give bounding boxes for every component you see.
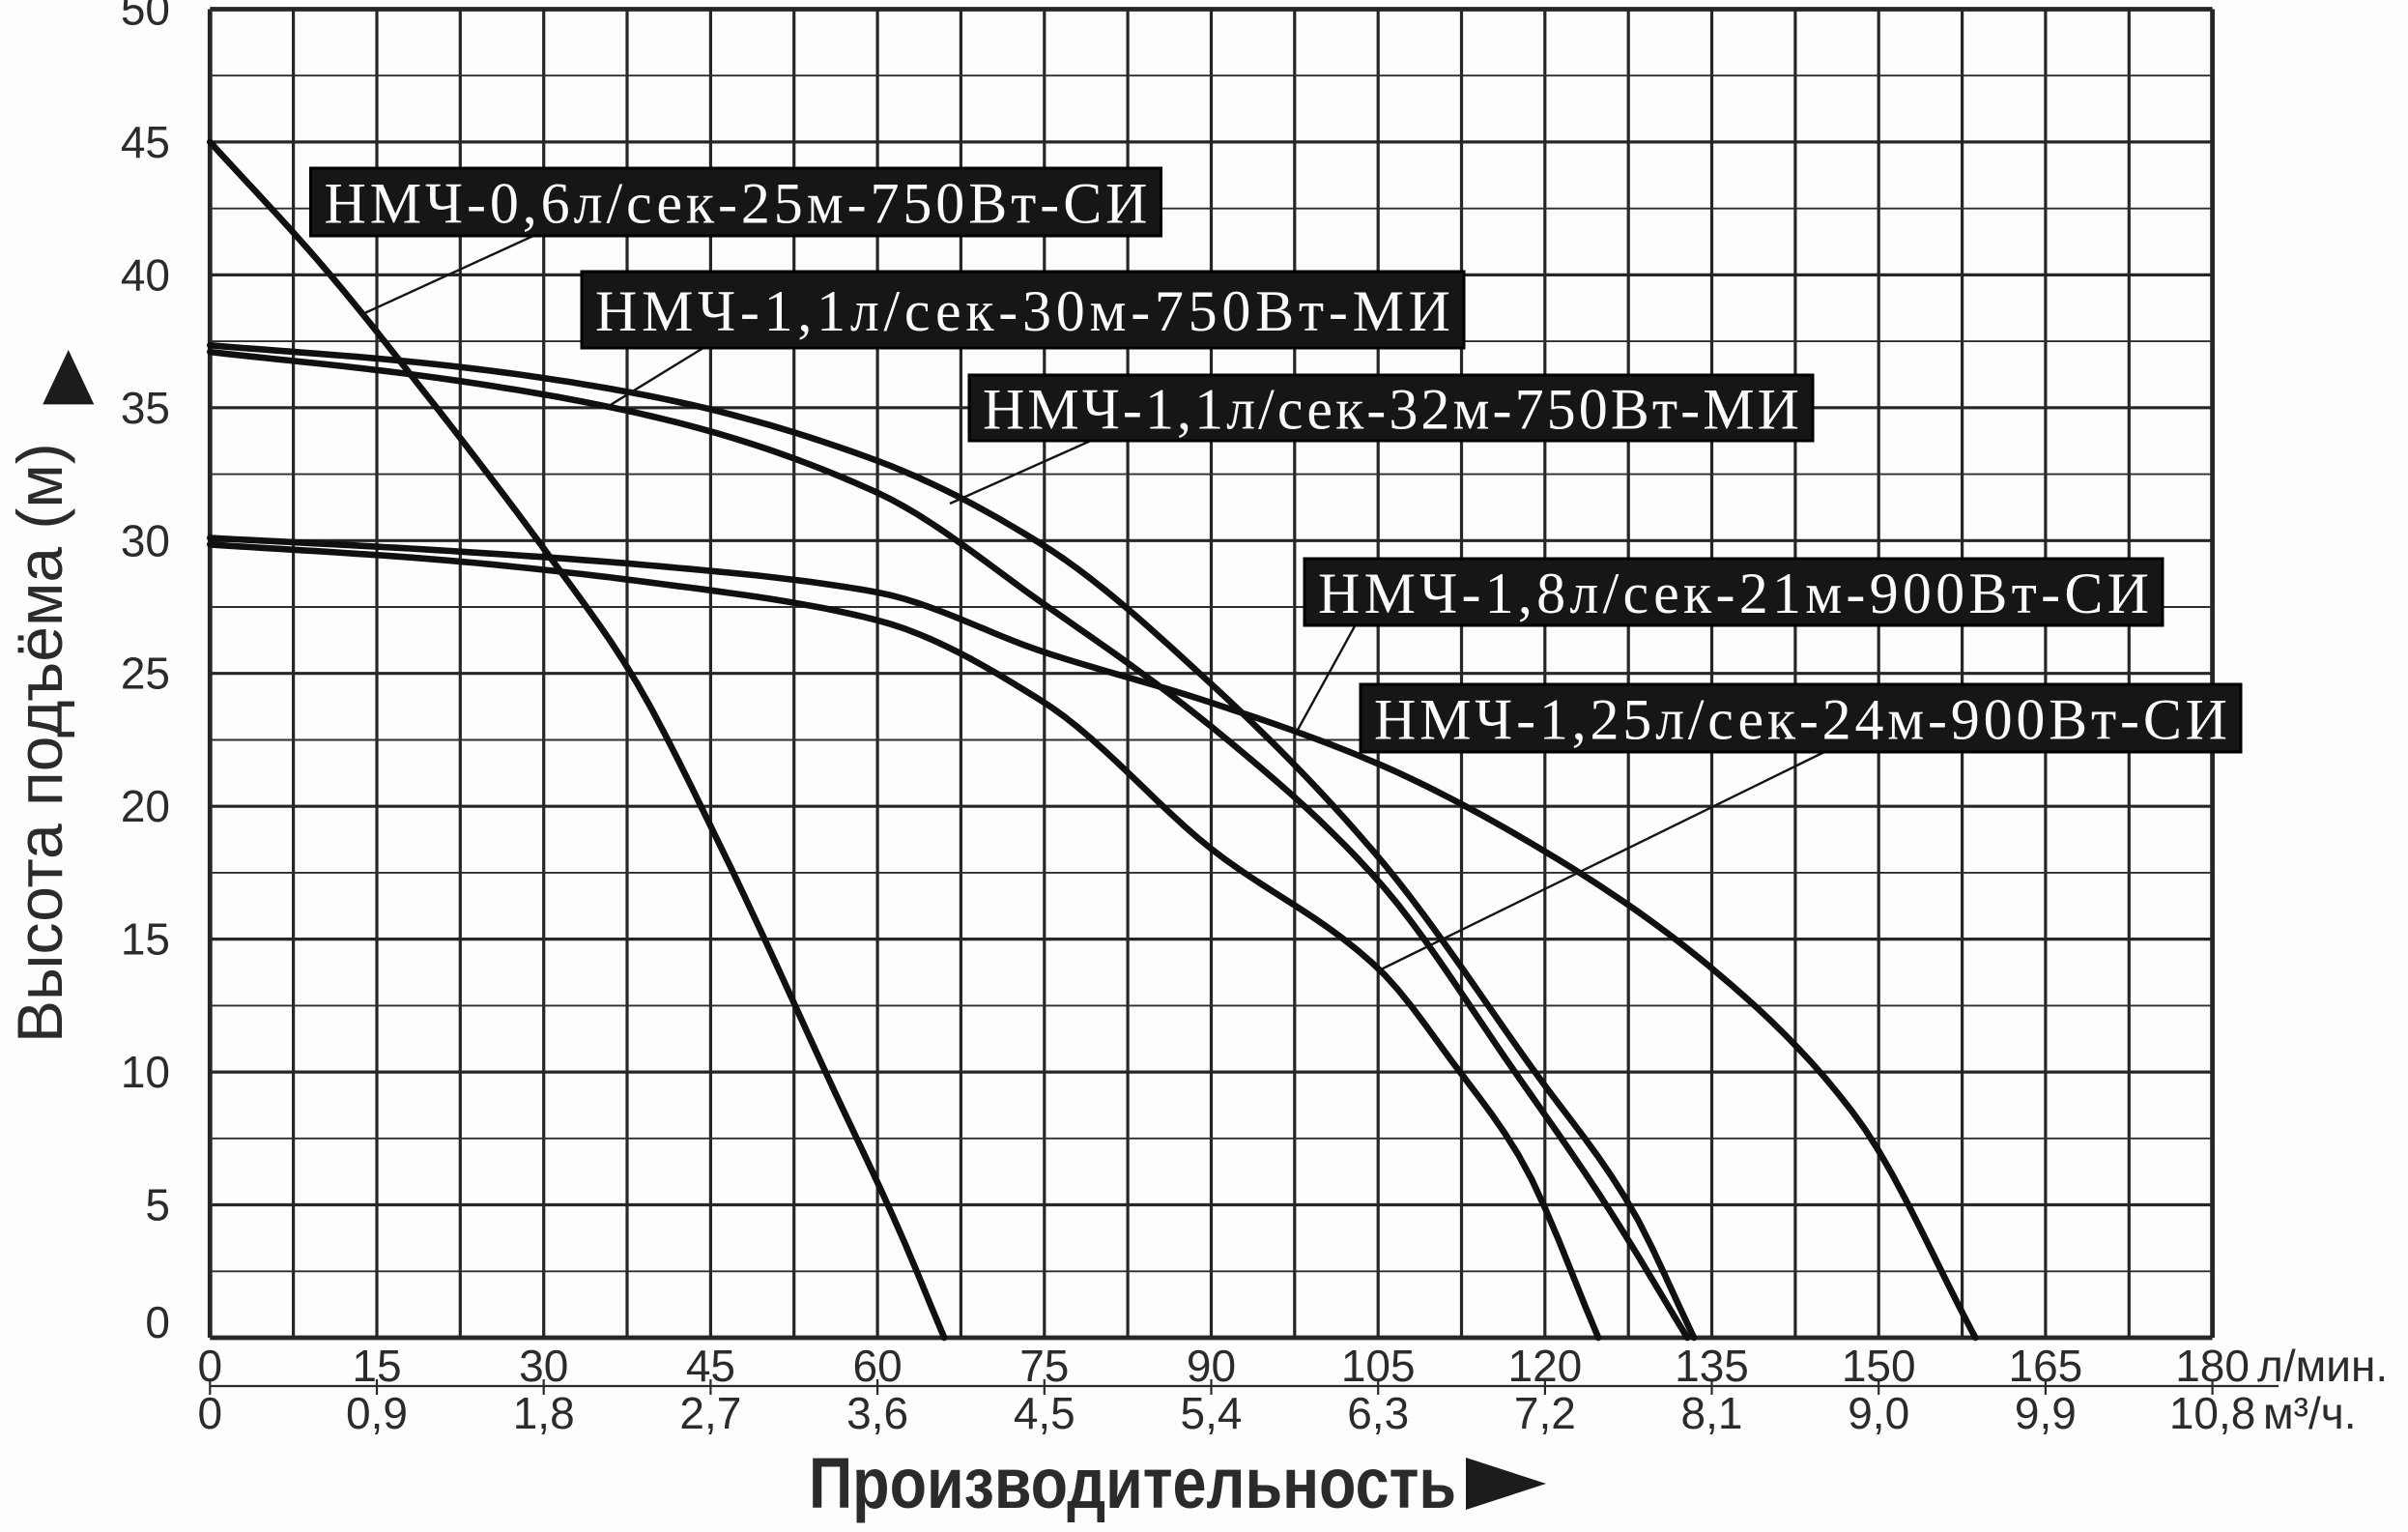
svg-text:35: 35	[121, 383, 170, 433]
svg-text:5,4: 5,4	[1181, 1388, 1243, 1438]
svg-text:2,7: 2,7	[679, 1388, 741, 1438]
svg-text:10: 10	[121, 1047, 170, 1097]
svg-text:0: 0	[198, 1388, 223, 1438]
svg-text:20: 20	[121, 781, 170, 831]
svg-text:9,9: 9,9	[2015, 1388, 2077, 1438]
svg-text:НМЧ-1,25л/сек-24м-900Вт-СИ: НМЧ-1,25л/сек-24м-900Вт-СИ	[1374, 688, 2227, 752]
svg-text:10,8: 10,8	[2169, 1388, 2256, 1438]
svg-text:4,5: 4,5	[1014, 1388, 1075, 1438]
svg-text:5: 5	[145, 1180, 170, 1230]
svg-text:9,0: 9,0	[1848, 1388, 1909, 1438]
svg-text:1,8: 1,8	[513, 1388, 575, 1438]
svg-text:НМЧ-1,1л/сек-30м-750Вт-МИ: НМЧ-1,1л/сек-30м-750Вт-МИ	[595, 279, 1450, 343]
svg-text:Производительность: Производительность	[809, 1443, 1456, 1523]
svg-text:15: 15	[121, 914, 170, 965]
svg-text:л/мин.: л/мин.	[2257, 1341, 2388, 1391]
svg-text:8,1: 8,1	[1681, 1388, 1743, 1438]
svg-text:НМЧ-1,8л/сек-21м-900Вт-СИ: НМЧ-1,8л/сек-21м-900Вт-СИ	[1318, 562, 2149, 625]
svg-text:0,9: 0,9	[346, 1388, 408, 1438]
svg-text:Высота подъёма (м): Высота подъёма (м)	[4, 443, 75, 1043]
svg-text:НМЧ-0,6л/сек-25м-750Вт-СИ: НМЧ-0,6л/сек-25м-750Вт-СИ	[325, 172, 1148, 236]
svg-text:м³/ч.: м³/ч.	[2263, 1388, 2356, 1438]
svg-text:НМЧ-1,1л/сек-32м-750Вт-МИ: НМЧ-1,1л/сек-32м-750Вт-МИ	[983, 378, 1799, 442]
svg-text:45: 45	[121, 117, 170, 167]
svg-text:3,6: 3,6	[846, 1388, 908, 1438]
svg-text:30: 30	[121, 515, 170, 565]
svg-text:0: 0	[145, 1297, 170, 1347]
svg-text:50: 50	[121, 0, 170, 35]
svg-text:7,2: 7,2	[1514, 1388, 1576, 1438]
svg-text:40: 40	[121, 249, 170, 300]
svg-text:6,3: 6,3	[1347, 1388, 1409, 1438]
svg-text:25: 25	[121, 649, 170, 699]
